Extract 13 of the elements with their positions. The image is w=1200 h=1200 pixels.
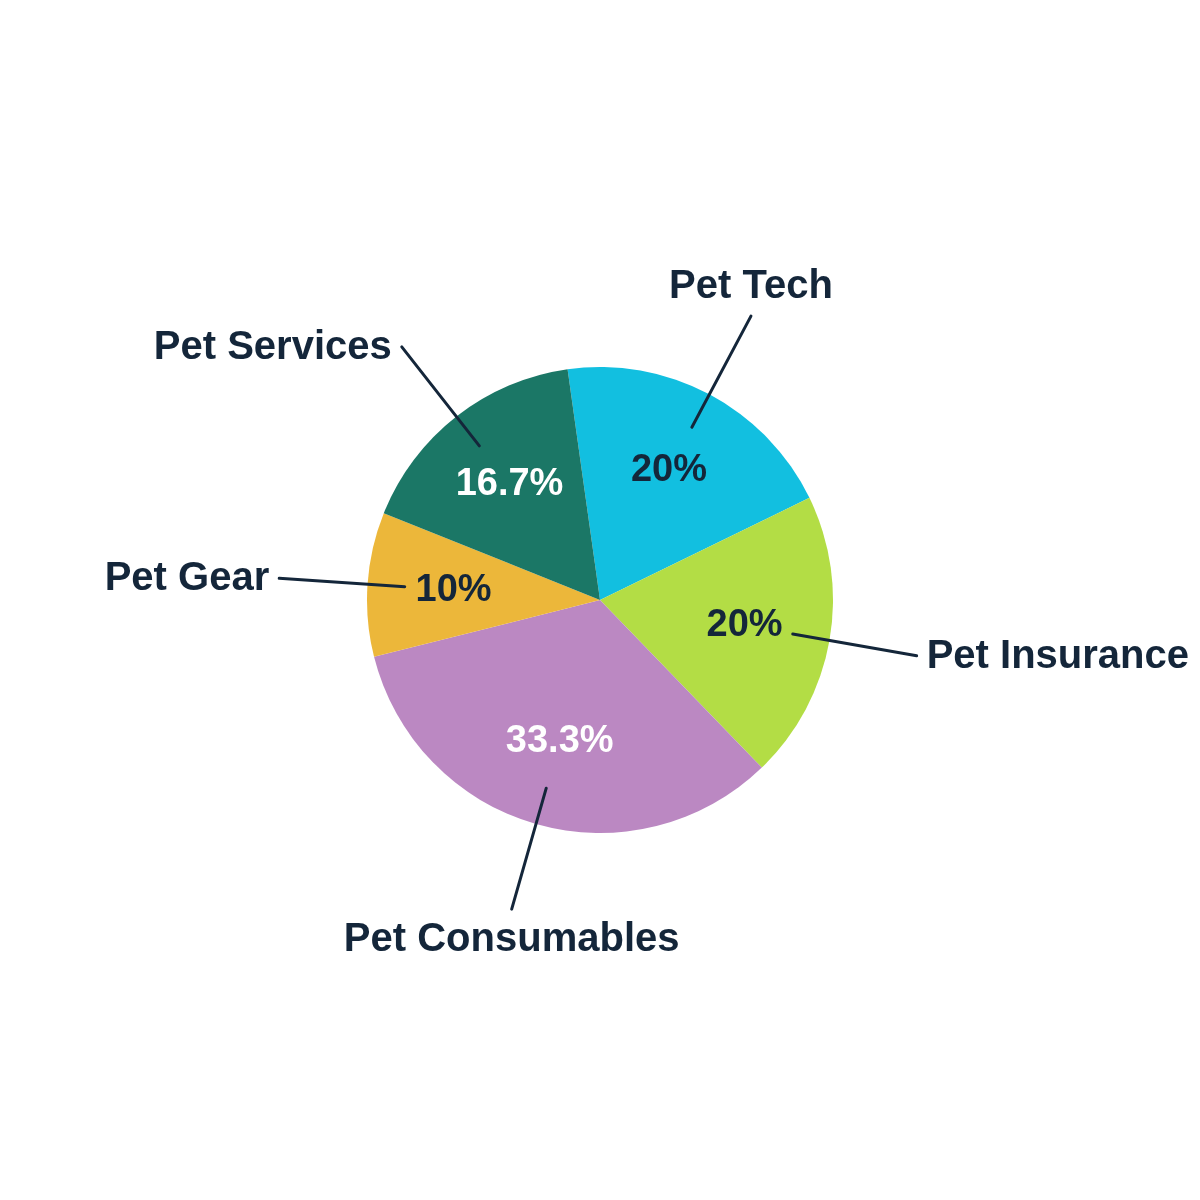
data-label: 20% [706, 602, 783, 645]
pie-slice [567, 367, 810, 600]
data-label: 10% [415, 567, 492, 610]
slice-label: Pet Insurance [926, 631, 1189, 676]
data-label: 33.3% [505, 718, 614, 761]
slice-label: Pet Gear [104, 554, 270, 599]
slice-label: Pet Tech [669, 262, 833, 307]
slice-label: Pet Services [153, 322, 392, 367]
pie-slice [367, 513, 600, 657]
slice-label: Pet Consumables [343, 915, 680, 960]
data-label: 20% [630, 447, 707, 490]
data-label: 16.7% [455, 461, 564, 504]
pie-slice [383, 369, 600, 600]
